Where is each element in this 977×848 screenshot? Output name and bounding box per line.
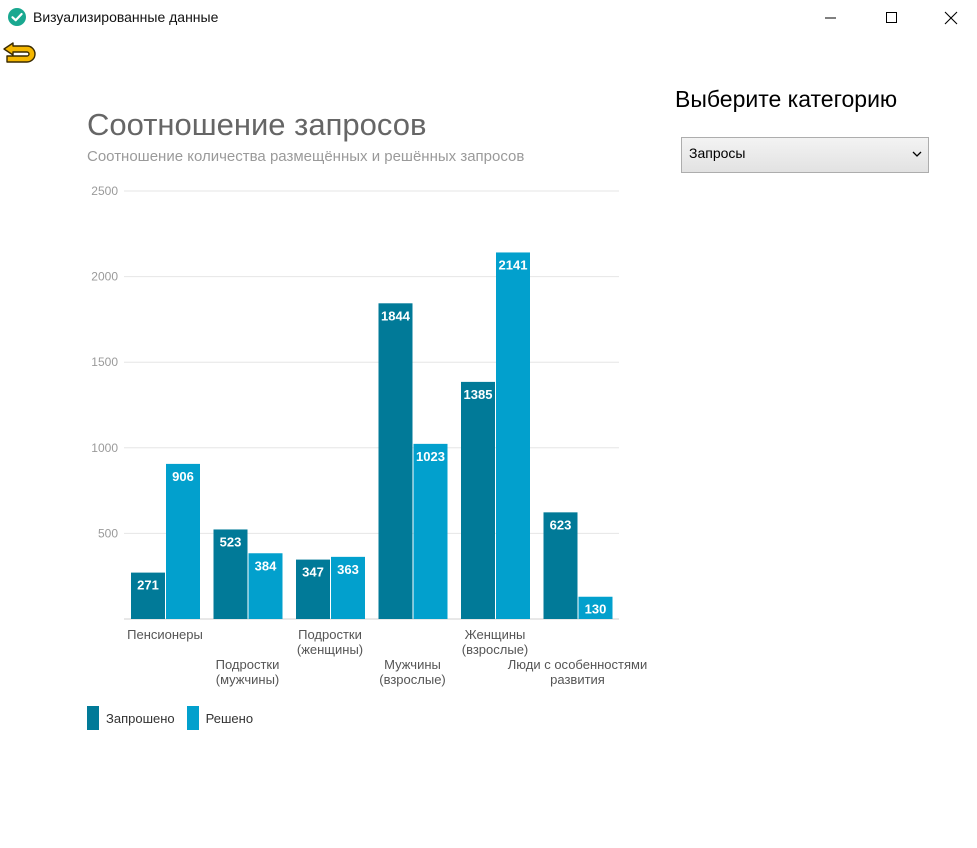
legend-swatch-solved <box>186 706 199 730</box>
category-label: Мужчины <box>384 657 441 672</box>
data-label: 1385 <box>464 387 493 402</box>
chart-title: Соотношение запросов <box>87 107 427 142</box>
y-tick-label: 2500 <box>91 184 118 198</box>
category-label: (взрослые) <box>462 642 529 657</box>
legend-label-requested: Запрошено <box>106 710 175 726</box>
category-label: (взрослые) <box>379 672 446 687</box>
bar <box>543 512 578 619</box>
maximize-button[interactable] <box>869 0 915 36</box>
maximize-icon <box>886 12 897 23</box>
data-label: 384 <box>255 558 277 573</box>
category-label: Женщины <box>465 627 526 642</box>
bar <box>461 381 495 619</box>
legend-swatch-requested <box>87 706 99 730</box>
data-label: 347 <box>302 565 324 580</box>
bar <box>378 303 413 619</box>
data-label: 271 <box>137 578 159 593</box>
bar <box>413 443 448 619</box>
window-title: Визуализированные данные <box>33 9 219 25</box>
app-check-icon <box>8 8 26 26</box>
minimize-button[interactable] <box>808 0 854 36</box>
data-label: 2141 <box>499 257 528 272</box>
legend-item-requested: Запрошено <box>87 706 175 730</box>
y-tick-label: 2000 <box>91 270 118 284</box>
category-label: развития <box>550 672 605 687</box>
category-heading: Выберите категорию <box>675 86 898 112</box>
chart-subtitle: Соотношение количества размещённых и реш… <box>87 148 525 165</box>
category-label: Люди с особенностями <box>508 657 647 672</box>
close-icon <box>944 11 958 25</box>
bar <box>578 596 613 619</box>
category-label: (женщины) <box>297 642 363 657</box>
bar <box>331 556 365 619</box>
data-label: 523 <box>220 534 242 549</box>
bar <box>248 553 283 619</box>
data-label: 1844 <box>381 308 411 323</box>
bar <box>166 463 200 619</box>
bar <box>496 252 530 619</box>
data-label: 130 <box>585 602 607 617</box>
category-label: Пенсионеры <box>127 627 203 642</box>
category-label: Подростки <box>216 657 280 672</box>
y-tick-label: 1500 <box>91 355 118 369</box>
back-arrow-icon[interactable] <box>2 42 36 66</box>
legend-label-solved: Решено <box>205 710 254 726</box>
category-label: Подростки <box>298 627 362 642</box>
chart-legend: Запрошено Решено <box>87 706 265 730</box>
category-select[interactable]: Запросы <box>681 137 929 173</box>
category-label: (мужчины) <box>216 672 280 687</box>
bar <box>213 529 248 619</box>
close-button[interactable] <box>928 0 974 36</box>
y-tick-label: 1000 <box>91 441 118 455</box>
title-bar: Визуализированные данные <box>0 0 977 36</box>
category-select-value: Запросы <box>689 145 746 161</box>
chevron-down-icon <box>912 151 922 157</box>
y-tick-label: 500 <box>98 526 118 540</box>
data-label: 623 <box>550 517 572 532</box>
legend-item-solved: Решено <box>186 706 254 730</box>
data-label: 906 <box>172 469 194 484</box>
data-label: 363 <box>337 562 359 577</box>
bar <box>131 572 165 619</box>
bar <box>296 559 330 619</box>
data-label: 1023 <box>416 449 445 464</box>
minimize-icon <box>825 17 836 19</box>
